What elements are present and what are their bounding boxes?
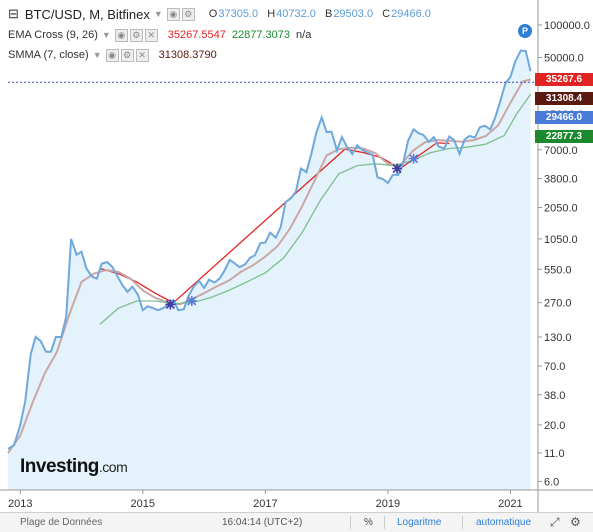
x-tick-label-4: 2021 xyxy=(498,498,522,510)
settings-icon[interactable]: ⚙ xyxy=(129,28,143,42)
smma-name[interactable]: SMMA (7, close) xyxy=(8,49,89,61)
chevron-down-icon[interactable]: ▼ xyxy=(101,30,111,40)
logo-suffix: .com xyxy=(98,459,128,475)
log-toggle[interactable]: Logaritme xyxy=(397,517,442,528)
close-value: 29466.0 xyxy=(391,8,431,20)
y-tick-label-1: 50000.0 xyxy=(544,52,584,64)
y-tick-label-11: 38.0 xyxy=(544,390,565,402)
x-tick-label-1: 2015 xyxy=(131,498,155,510)
y-tick-label-12: 20.0 xyxy=(544,420,565,432)
ohlc-values: O37305.0 H40732.0 B29503.0 C29466.0 xyxy=(203,8,431,20)
cross-marker-1 xyxy=(186,295,197,306)
x-tick-label-2: 2017 xyxy=(253,498,277,510)
y-tick-label-6: 1050.0 xyxy=(544,234,578,246)
time-readout: 16:04:14 (UTC+2) xyxy=(222,517,303,528)
y-tick-label-4: 3800.0 xyxy=(544,173,578,185)
series-controls: ◉ ⚙ xyxy=(166,7,195,21)
legend-ema-row: EMA Cross (9, 26) ▼ ◉ ⚙ ✕ 35267.5547 228… xyxy=(8,27,311,43)
ema-controls: ◉ ⚙ ✕ xyxy=(114,28,158,42)
open-key: O xyxy=(208,8,218,20)
price-tag-2: 29466.0 xyxy=(535,111,593,124)
smma-controls: ◉ ⚙ ✕ xyxy=(105,48,149,62)
cross-marker-3 xyxy=(408,153,419,164)
ema-name[interactable]: EMA Cross (9, 26) xyxy=(8,29,98,41)
investing-logo: Investing.com xyxy=(20,456,128,478)
divider xyxy=(384,516,385,529)
price-tag-1: 31308.4 xyxy=(535,92,593,105)
price-line xyxy=(7,49,532,450)
p-badge[interactable]: P xyxy=(518,24,532,38)
close-key: C xyxy=(382,8,391,20)
high-value: 40732.0 xyxy=(276,8,316,20)
visibility-icon[interactable]: ◉ xyxy=(166,7,180,21)
collapse-icon[interactable]: ⊟ xyxy=(8,6,19,21)
visibility-icon[interactable]: ◉ xyxy=(114,28,128,42)
price-tag-0: 35267.6 xyxy=(535,73,593,86)
y-tick-label-14: 6.0 xyxy=(544,476,559,488)
settings-icon[interactable]: ⚙ xyxy=(570,515,581,529)
ema-fast-value: 35267.5547 xyxy=(167,29,226,41)
logo-brand: Investing xyxy=(20,456,99,477)
high-key: H xyxy=(267,8,276,20)
series-line-3 xyxy=(99,93,532,325)
price-chart[interactable]: 100000.050000.015000.07000.03800.02050.0… xyxy=(0,0,593,512)
close-icon[interactable]: ✕ xyxy=(135,48,149,62)
y-tick-label-3: 7000.0 xyxy=(544,145,578,157)
low-value: 29503.0 xyxy=(333,8,374,20)
y-tick-label-8: 270.0 xyxy=(544,298,572,310)
settings-icon[interactable]: ⚙ xyxy=(181,7,195,21)
legend-symbol-row: ⊟ BTC/USD, M, Bitfinex ▼ ◉ ⚙ O37305.0 H4… xyxy=(8,6,431,22)
auto-toggle[interactable]: automatique xyxy=(476,517,532,528)
price-tag-3: 22877.3 xyxy=(535,130,593,143)
smma-value: 31308.3790 xyxy=(158,49,217,61)
legend-smma-row: SMMA (7, close) ▼ ◉ ⚙ ✕ 31308.3790 xyxy=(8,47,217,63)
close-icon[interactable]: ✕ xyxy=(144,28,158,42)
y-tick-label-0: 100000.0 xyxy=(544,20,590,32)
bottom-toolbar: Plage de Données 16:04:14 (UTC+2) % Loga… xyxy=(0,512,593,532)
ema-na-value: n/a xyxy=(296,29,312,41)
low-key: B xyxy=(324,8,333,20)
x-tick-label-0: 2013 xyxy=(8,498,32,510)
cross-marker-0 xyxy=(165,299,176,310)
percent-toggle[interactable]: % xyxy=(364,517,373,528)
open-value: 37305.0 xyxy=(218,8,259,20)
y-tick-label-13: 11.0 xyxy=(544,448,565,460)
divider xyxy=(462,516,463,529)
x-tick-label-3: 2019 xyxy=(376,498,400,510)
y-tick-label-9: 130.0 xyxy=(544,332,572,344)
symbol-name[interactable]: BTC/USD, M, Bitfinex xyxy=(24,6,150,22)
chevron-down-icon[interactable]: ▼ xyxy=(153,9,163,19)
y-tick-label-7: 550.0 xyxy=(544,264,572,276)
y-tick-label-10: 70.0 xyxy=(544,361,565,373)
divider xyxy=(350,516,351,529)
chevron-down-icon[interactable]: ▼ xyxy=(92,50,102,60)
y-tick-label-5: 2050.0 xyxy=(544,202,578,214)
data-range-button[interactable]: Plage de Données xyxy=(20,517,103,528)
ema-slow-value: 22877.3073 xyxy=(231,29,291,41)
cross-marker-2 xyxy=(392,163,403,174)
visibility-icon[interactable]: ◉ xyxy=(105,48,119,62)
settings-icon[interactable]: ⚙ xyxy=(120,48,134,62)
fullscreen-icon[interactable]: ⤢ xyxy=(550,515,560,529)
chart-area[interactable]: 100000.050000.015000.07000.03800.02050.0… xyxy=(0,0,593,512)
